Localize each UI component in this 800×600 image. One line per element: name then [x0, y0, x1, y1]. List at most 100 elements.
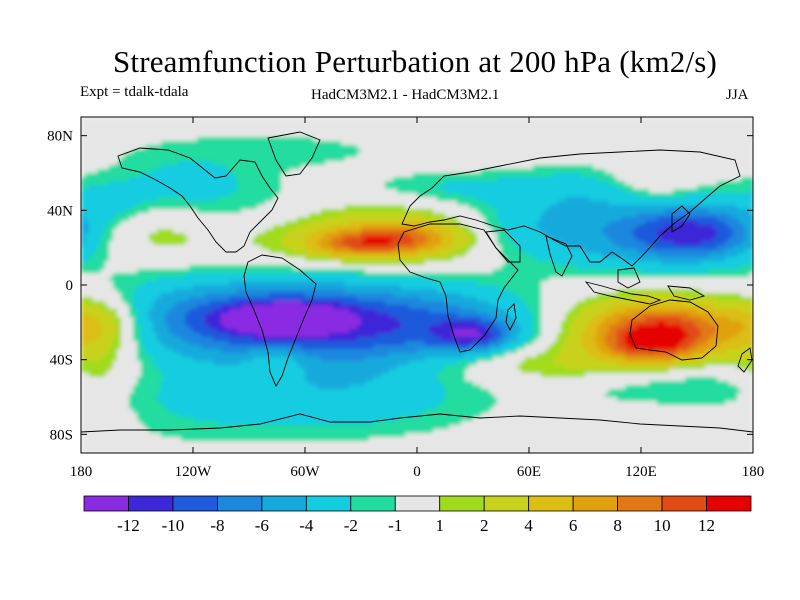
contour-cell [593, 157, 598, 162]
contour-cell [513, 133, 518, 138]
contour-cell [661, 229, 666, 234]
contour-cell [449, 165, 454, 170]
contour-cell [193, 137, 198, 142]
contour-cell [517, 157, 522, 162]
contour-cell [573, 197, 578, 202]
contour-cell [305, 157, 310, 162]
contour-cell [133, 213, 138, 218]
contour-cell [657, 165, 662, 170]
contour-cell [125, 201, 130, 206]
contour-cell [717, 137, 722, 142]
contour-cell [453, 133, 458, 138]
contour-cell [429, 225, 434, 230]
contour-cell [437, 217, 442, 222]
contour-cell [397, 145, 402, 150]
contour-cell [465, 161, 470, 166]
contour-cell [389, 125, 394, 130]
contour-cell [105, 121, 110, 126]
contour-cell [557, 161, 562, 166]
contour-cell [409, 233, 414, 238]
contour-cell [393, 189, 398, 194]
contour-cell [685, 157, 690, 162]
contour-cell [389, 149, 394, 154]
contour-cell [425, 177, 430, 182]
contour-cell [541, 225, 546, 230]
contour-cell [333, 197, 338, 202]
contour-cell [309, 137, 314, 142]
contour-cell [85, 153, 90, 158]
contour-cell [237, 161, 242, 166]
contour-cell [633, 165, 638, 170]
contour-cell [313, 145, 318, 150]
contour-cell [437, 233, 442, 238]
contour-cell [545, 129, 550, 134]
contour-cell [597, 137, 602, 142]
contour-cell [673, 117, 678, 122]
contour-cell [117, 169, 122, 174]
contour-cell [649, 177, 654, 182]
contour-cell [729, 177, 734, 182]
contour-cell [669, 201, 674, 206]
contour-cell [665, 229, 670, 234]
contour-cell [609, 181, 614, 186]
contour-cell [129, 165, 134, 170]
contour-cell [601, 173, 606, 178]
contour-cell [377, 209, 382, 214]
contour-cell [609, 201, 614, 206]
contour-cell [241, 157, 246, 162]
contour-cell [477, 133, 482, 138]
contour-cell [133, 225, 138, 230]
contour-cell [673, 181, 678, 186]
contour-cell [721, 221, 726, 226]
contour-cell [333, 117, 338, 122]
contour-cell [325, 181, 330, 186]
contour-cell [369, 221, 374, 226]
contour-cell [657, 117, 662, 122]
contour-cell [589, 213, 594, 218]
contour-cell [185, 185, 190, 190]
contour-cell [665, 209, 670, 214]
contour-cell [333, 133, 338, 138]
contour-cell [105, 129, 110, 134]
contour-cell [281, 189, 286, 194]
contour-cell [277, 205, 282, 210]
contour-cell [149, 169, 154, 174]
contour-cell [393, 213, 398, 218]
contour-cell [313, 221, 318, 226]
contour-cell [501, 145, 506, 150]
contour-cell [693, 169, 698, 174]
contour-cell [417, 125, 422, 130]
contour-cell [621, 165, 626, 170]
contour-cell [397, 153, 402, 158]
contour-cell [525, 169, 530, 174]
contour-cell [365, 217, 370, 222]
contour-cell [609, 193, 614, 198]
contour-cell [269, 133, 274, 138]
contour-cell [105, 141, 110, 146]
contour-cell [509, 181, 514, 186]
contour-cell [501, 181, 506, 186]
contour-cell [357, 189, 362, 194]
contour-cell [673, 165, 678, 170]
contour-cell [177, 121, 182, 126]
contour-cell [749, 209, 753, 214]
contour-cell [621, 125, 626, 130]
contour-cell [701, 189, 706, 194]
contour-cell [457, 201, 462, 206]
contour-cell [553, 185, 558, 190]
contour-cell [221, 133, 226, 138]
contour-cell [545, 193, 550, 198]
contour-cell [461, 129, 466, 134]
contour-cell [489, 189, 494, 194]
contour-cell [501, 129, 506, 134]
contour-cell [245, 197, 250, 202]
contour-cell [217, 121, 222, 126]
contour-cell [201, 129, 206, 134]
contour-cell [493, 137, 498, 142]
contour-cell [525, 229, 530, 234]
contour-cell [437, 161, 442, 166]
contour-cell [221, 185, 226, 190]
contour-cell [469, 137, 474, 142]
contour-cell [437, 201, 442, 206]
contour-cell [317, 197, 322, 202]
